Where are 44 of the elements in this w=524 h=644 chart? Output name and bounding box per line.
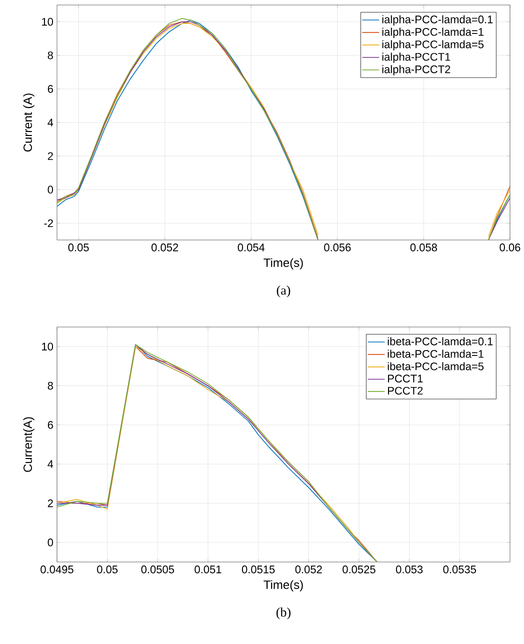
text: (a) xyxy=(276,286,290,298)
y-tick-label: 10 xyxy=(42,18,54,26)
legend-label: ialpha-PCCT1 xyxy=(382,52,450,63)
legend-label: ialpha-PCC-lamda=0.1 xyxy=(382,15,493,26)
y-axis-title: Current(A) xyxy=(23,417,34,472)
legend-label: PCCT1 xyxy=(388,374,423,382)
y-tick-label: 6 xyxy=(48,421,53,429)
y-tick-label: 6 xyxy=(48,85,53,93)
y-tick-label: 8 xyxy=(48,51,53,60)
y-tick-label: 4 xyxy=(48,460,54,468)
x-tick-label: 0.0505 xyxy=(141,566,174,574)
y-tick-label: -2 xyxy=(44,219,53,228)
x-axis-title: Time(s) xyxy=(264,258,303,270)
x-tick-label: 0.052 xyxy=(295,566,322,574)
text: (b) xyxy=(276,608,290,620)
x-tick-label: 0.06 xyxy=(500,244,520,252)
legend-label: ibeta-PCC-lamda=1 xyxy=(388,350,484,358)
x-tick-label: 0.056 xyxy=(324,244,351,252)
x-tick-label: 0.054 xyxy=(238,244,265,252)
legend-label: PCCT2 xyxy=(388,386,423,395)
legend-label: ibeta-PCC-lamda=0.1 xyxy=(388,337,493,346)
y-tick-label: 10 xyxy=(42,342,54,350)
y-tick-label: 2 xyxy=(48,152,53,160)
x-tick-label: 0.052 xyxy=(152,244,178,252)
x-tick-label: 0.05 xyxy=(68,244,89,252)
legend-label: ibeta-PCC-lamda=5 xyxy=(388,362,484,370)
x-tick-label: 0.05 xyxy=(97,566,118,574)
x-axis-title: Time(s) xyxy=(264,580,303,592)
x-tick-label: 0.0525 xyxy=(342,566,376,574)
y-tick-label: 2 xyxy=(48,499,53,508)
x-tick-label: 0.051 xyxy=(194,566,222,574)
y-tick-label: 0 xyxy=(48,538,54,546)
y-tick-label: 8 xyxy=(48,382,53,390)
x-tick-label: 0.0515 xyxy=(242,566,275,574)
y-tick-label: 0 xyxy=(48,186,54,194)
x-tick-label: 0.0495 xyxy=(40,566,74,574)
legend-label: ialpha-PCC-lamda=1 xyxy=(382,28,484,38)
x-tick-label: 0.058 xyxy=(410,244,437,252)
legend-label: ialpha-PCC-lamda=5 xyxy=(382,40,484,50)
x-tick-label: 0.053 xyxy=(396,566,423,574)
legend-label: ialpha-PCCT2 xyxy=(382,65,450,76)
y-tick-label: 4 xyxy=(48,118,54,126)
y-axis-title: Current (A) xyxy=(23,94,34,152)
x-tick-label: 0.0535 xyxy=(443,566,476,574)
